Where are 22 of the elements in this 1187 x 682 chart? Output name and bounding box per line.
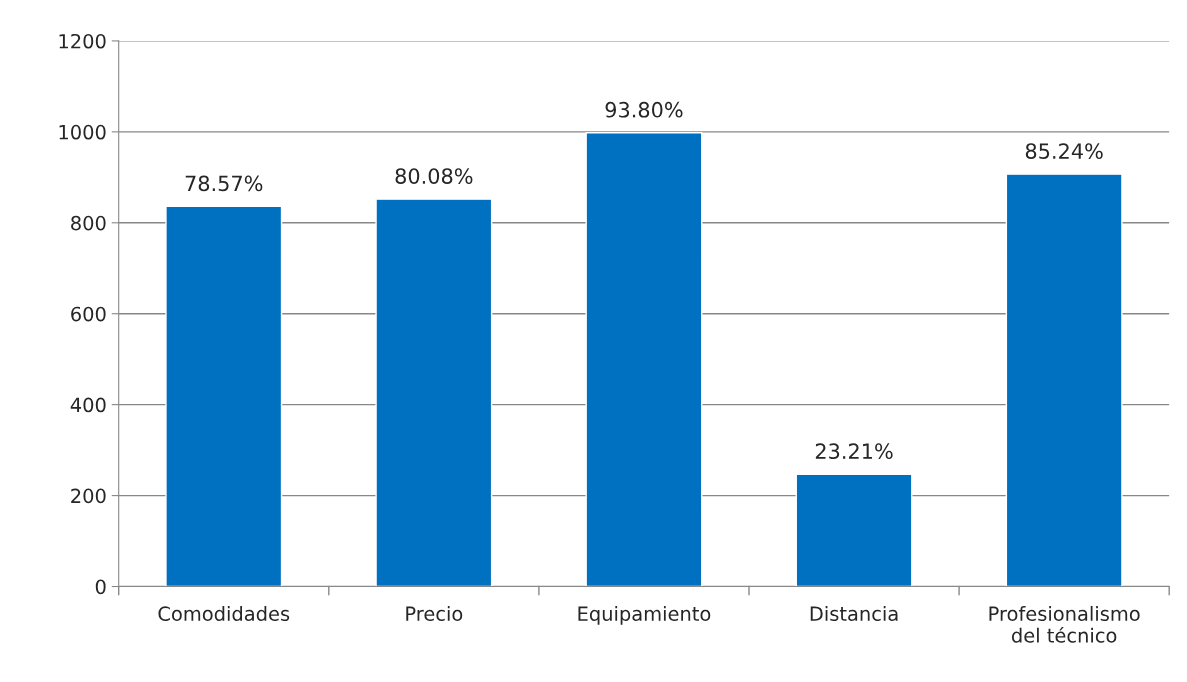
annotation: 78.57% <box>185 175 263 192</box>
x-tick-label: Precio <box>406 605 463 622</box>
bar <box>585 132 703 587</box>
x-tick-label: Equipamiento <box>578 605 711 625</box>
annotation: 23.21% <box>815 443 893 460</box>
annotation: 85.24% <box>1025 143 1103 159</box>
y-tick-label: 400 <box>70 397 106 413</box>
bar <box>795 473 913 587</box>
y-tick-label: 1000 <box>59 124 106 140</box>
y-tick-label: 1200 <box>59 33 106 49</box>
x-tick-label: Profesionalismo del técnico <box>989 605 1140 643</box>
bar <box>1005 173 1123 587</box>
bar <box>165 205 283 587</box>
y-tick-label: 800 <box>71 215 106 231</box>
y-tick-label: 200 <box>71 488 106 504</box>
bar <box>375 198 493 587</box>
x-tick-label: Distancia <box>810 605 898 622</box>
x-tick-label: Comodidades <box>158 605 290 622</box>
y-tick-label: 600 <box>71 306 106 322</box>
y-tick-label: 0 <box>95 579 106 595</box>
annotation: 80.08% <box>395 168 473 184</box>
annotation: 93.80% <box>605 101 683 118</box>
